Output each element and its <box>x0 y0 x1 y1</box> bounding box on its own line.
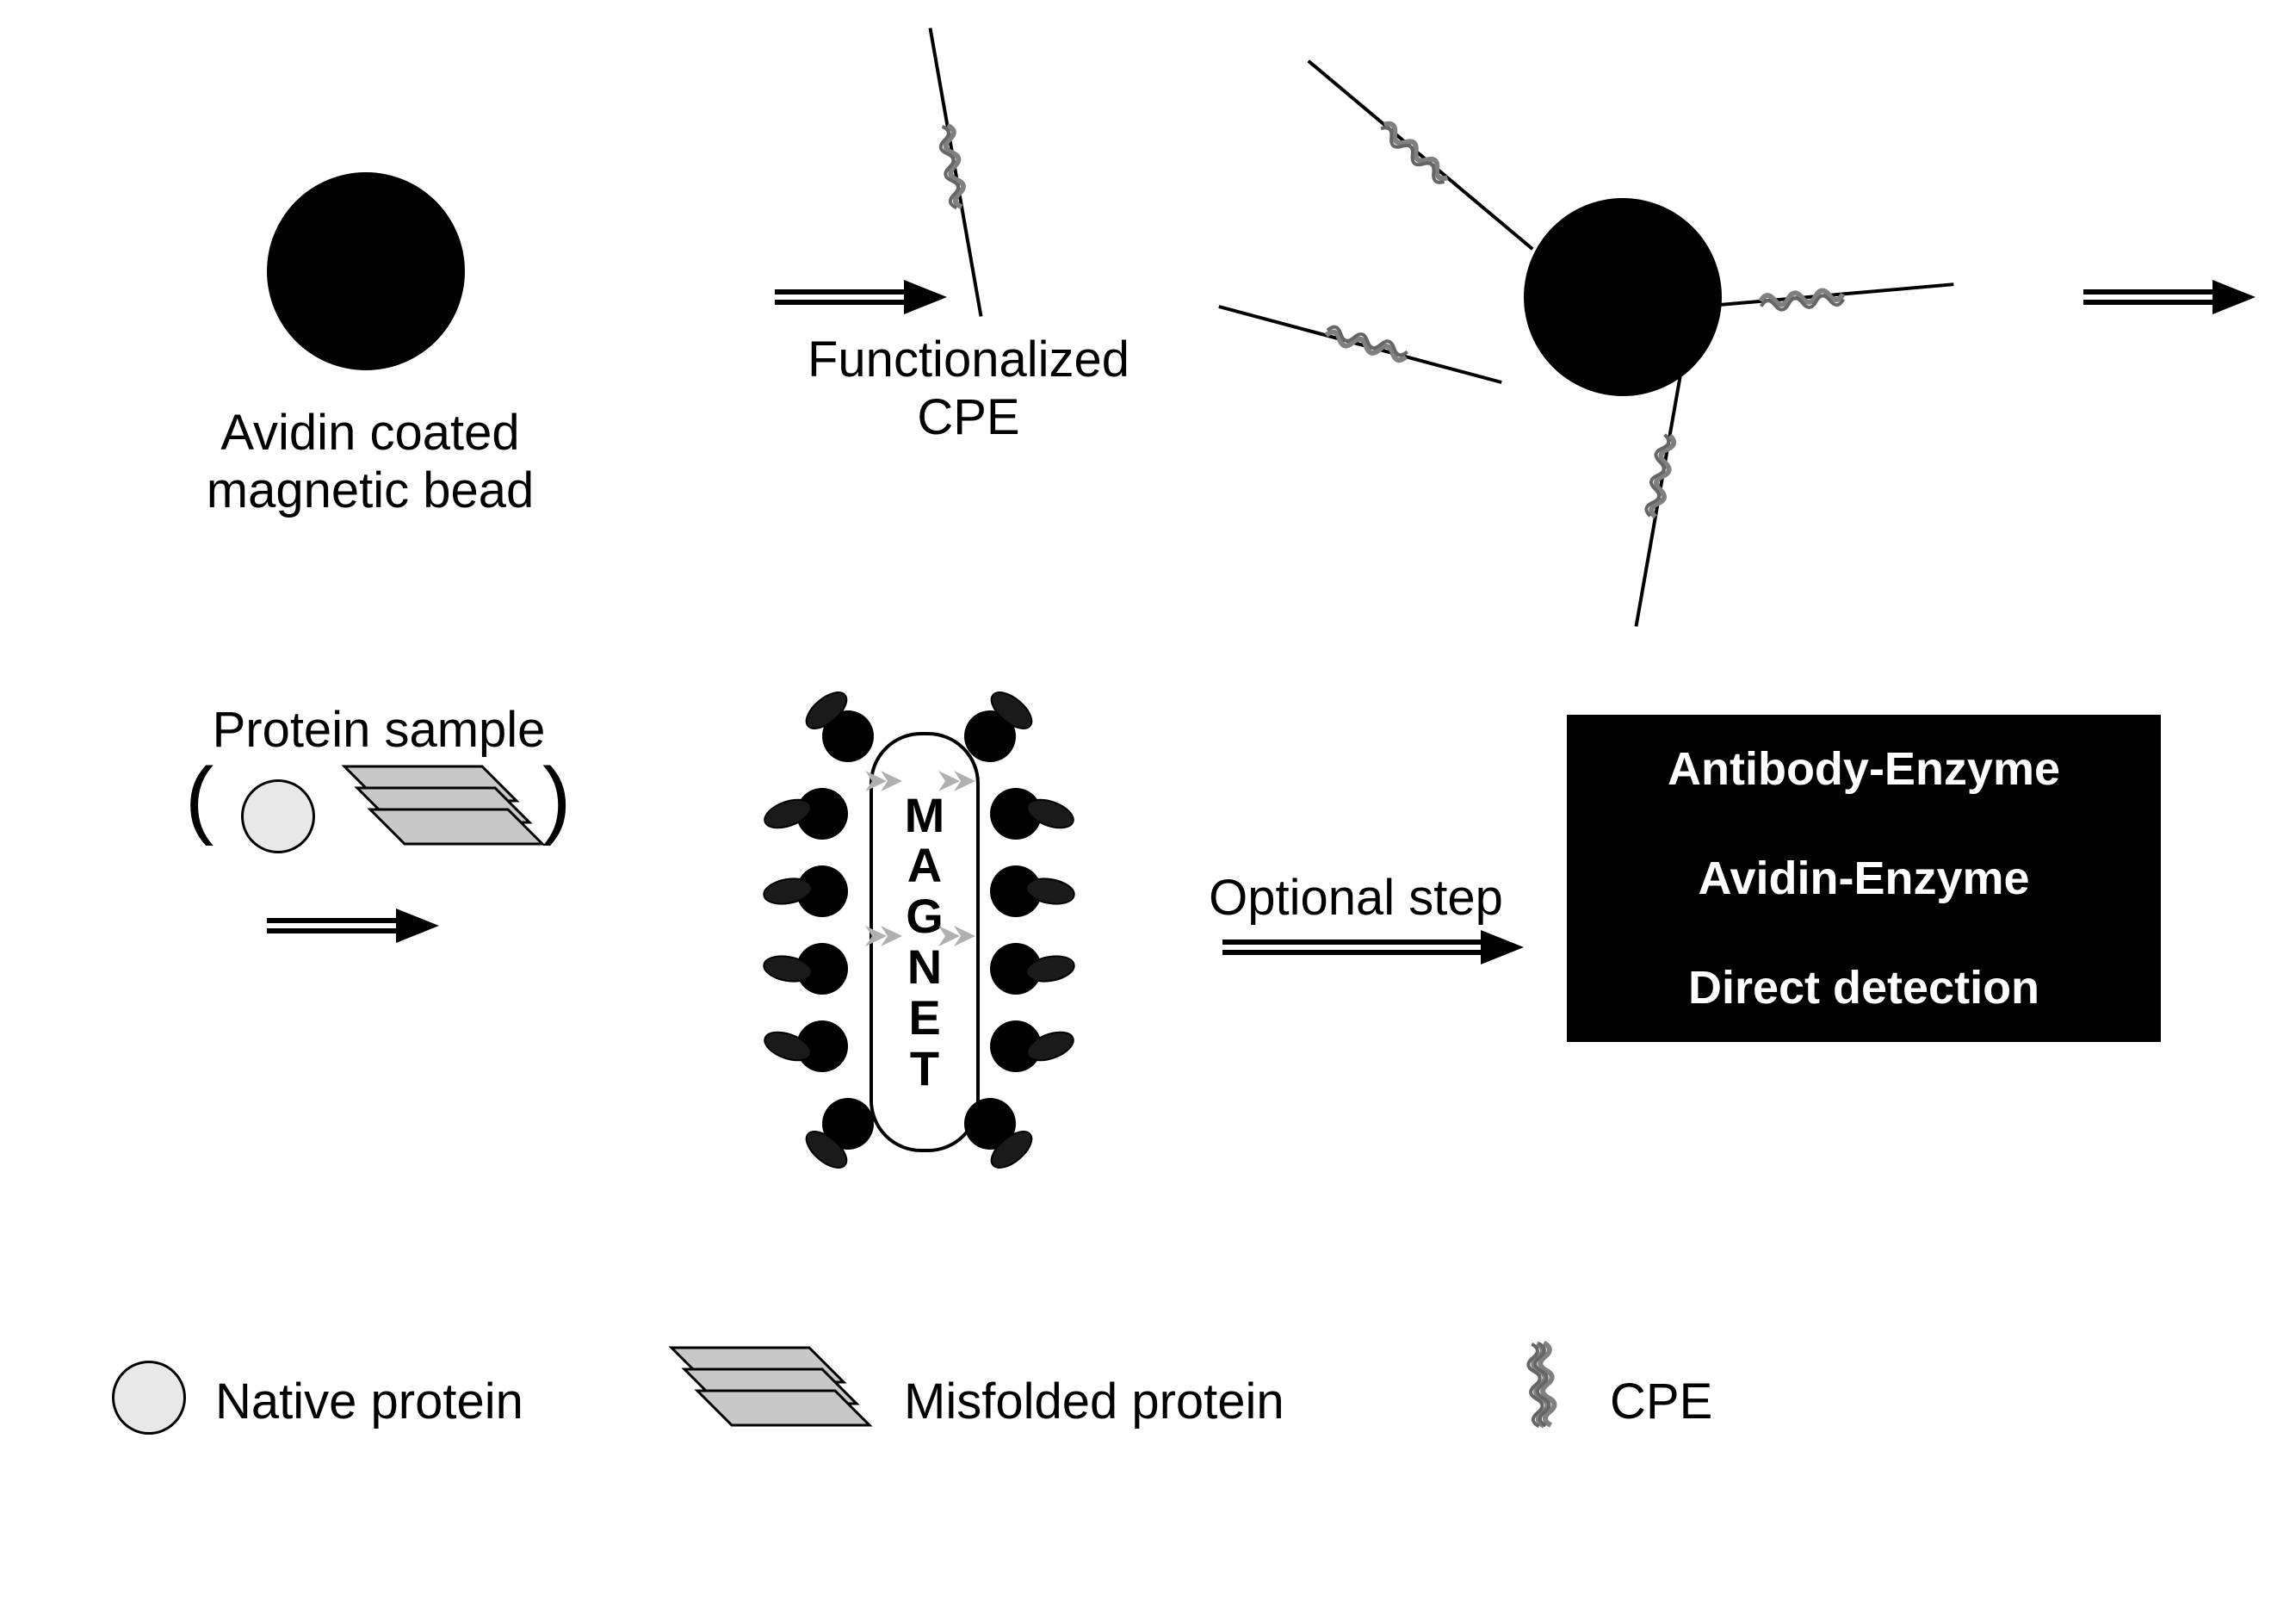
magnet-letter: M <box>905 791 945 841</box>
legend-cpe-label: CPE <box>1610 1374 1712 1431</box>
native-protein-sample-icon <box>241 779 315 853</box>
diagram-canvas: Avidin coated magnetic bead Functionaliz… <box>0 0 2296 1600</box>
avidin-bead-label: Avidin coated magnetic bead <box>172 405 568 519</box>
paren-right: ) <box>542 749 571 848</box>
detection-line-3: Direct detection <box>1688 961 2039 1014</box>
magnet-letter: E <box>908 993 940 1044</box>
magnet-letter: G <box>906 891 944 942</box>
magnet-icon: M A G N E T <box>870 732 980 1152</box>
legend-native-label: Native protein <box>215 1374 523 1431</box>
magnet-letter: N <box>907 942 942 993</box>
avidin-bead-icon <box>267 172 465 370</box>
arrow-mid-right <box>1222 930 1524 964</box>
cpe-single-icon <box>920 28 987 319</box>
protein-sample-label: Protein sample <box>198 702 560 760</box>
magnet-letter: T <box>910 1044 939 1095</box>
cpe-arm-1 <box>1302 57 1536 257</box>
detection-methods-box: Antibody-Enzyme Avidin-Enzyme Direct det… <box>1567 715 2161 1042</box>
detection-line-1: Antibody-Enzyme <box>1668 742 2060 796</box>
cpe-arm-4 <box>1217 296 1504 387</box>
cpe-coated-bead-icon <box>1524 198 1722 396</box>
magnet-letter: A <box>907 840 942 891</box>
legend-misfold-icon <box>671 1348 870 1425</box>
paren-left: ( <box>185 749 214 848</box>
legend-native-icon <box>112 1361 186 1435</box>
legend-misfold-label: Misfolded protein <box>904 1374 1284 1431</box>
functionalized-cpe-label: Functionalized CPE <box>783 332 1154 446</box>
detection-line-2: Avidin-Enzyme <box>1698 852 2029 905</box>
arrow-mid-left <box>267 909 439 943</box>
legend-cpe-icon <box>1526 1343 1556 1427</box>
optional-step-label: Optional step <box>1188 870 1524 927</box>
arrow-top-2 <box>2083 280 2256 314</box>
arrow-top-1 <box>775 280 947 314</box>
misfold-sample-icon <box>344 766 542 844</box>
